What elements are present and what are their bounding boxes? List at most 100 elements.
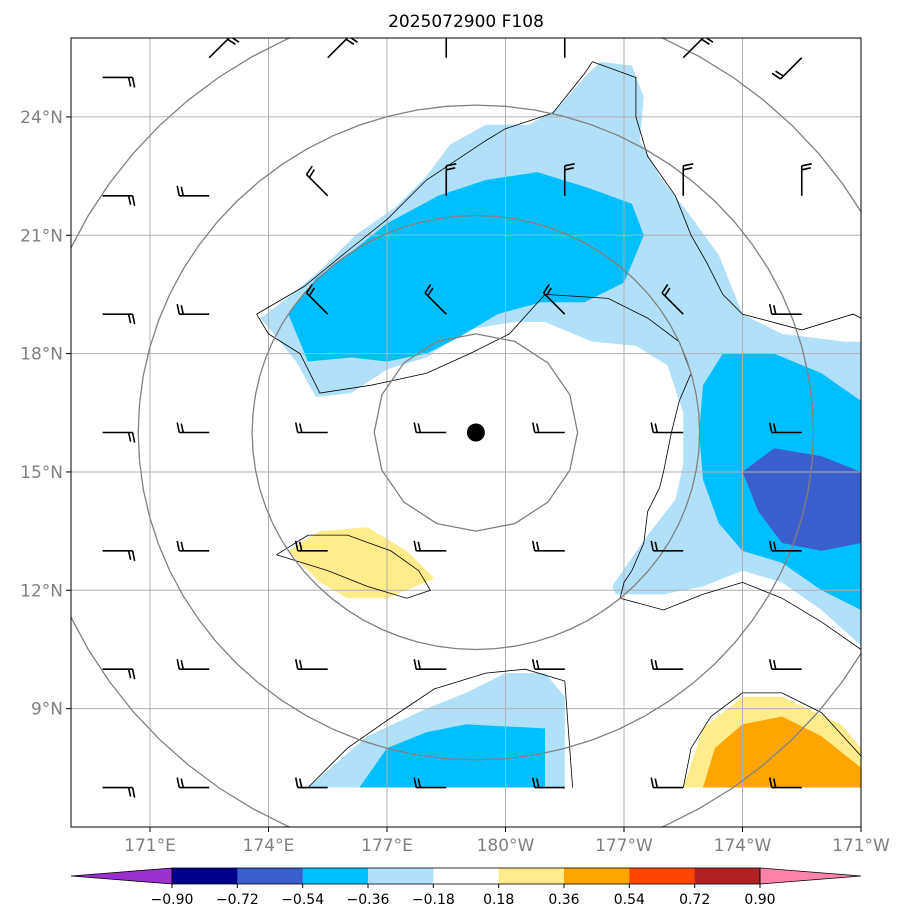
- barb-feather: [127, 432, 132, 442]
- wind-barb: [650, 777, 684, 789]
- barb-feather: [768, 777, 773, 788]
- center-dot: [466, 423, 485, 442]
- wind-barb: [294, 540, 328, 552]
- barb-feather: [701, 38, 710, 45]
- wind-barb: [682, 163, 694, 196]
- barb-feather: [131, 195, 136, 206]
- x-tick-label: 174°E: [243, 836, 295, 856]
- barb-feather: [127, 550, 132, 561]
- barb-feather: [531, 777, 536, 788]
- wind-barb: [650, 540, 684, 552]
- colorbar-tick-label: −0.54: [281, 892, 324, 908]
- wind-barb: [531, 777, 565, 789]
- wind-barb: [768, 303, 802, 315]
- barb-feather: [127, 313, 132, 324]
- colorbar-segment: [564, 868, 630, 884]
- plot-frame: [70, 37, 862, 828]
- colorbar-tick-label: 0.36: [548, 892, 579, 908]
- barb-feather: [424, 284, 432, 294]
- barb-feather: [176, 540, 181, 552]
- colorbar-segment: [694, 868, 761, 884]
- wind-barb: [176, 185, 210, 197]
- barb-feather: [650, 422, 655, 433]
- colorbar-tick-label: 0.54: [614, 892, 645, 908]
- wind-barb: [294, 777, 328, 789]
- wind-barb: [413, 659, 447, 671]
- barb-feather: [542, 284, 550, 294]
- barb-shaft: [542, 292, 566, 315]
- barb-feather: [775, 70, 784, 77]
- wind-barbs: [102, 30, 812, 798]
- wind-barb: [176, 422, 210, 434]
- wind-barb: [208, 38, 240, 59]
- barb-feather: [231, 38, 240, 43]
- x-tick-label: 177°W: [595, 836, 653, 856]
- barb-feather: [294, 540, 299, 552]
- wind-barb: [102, 786, 136, 798]
- x-tick-label: 180°W: [477, 836, 535, 856]
- barb-feather: [661, 284, 669, 294]
- barb-feather: [650, 777, 655, 788]
- wind-barb: [413, 422, 447, 434]
- barb-feather: [180, 186, 185, 196]
- barb-feather: [131, 432, 136, 443]
- wind-barb: [771, 57, 803, 80]
- barb-shaft: [305, 292, 329, 315]
- x-tick-label: 177°E: [361, 836, 413, 856]
- barb-feather: [771, 72, 781, 80]
- wind-barb: [294, 659, 328, 671]
- y-tick-label: 18°N: [20, 345, 63, 365]
- colorbar-frame: [171, 867, 761, 885]
- barb-feather: [298, 778, 303, 788]
- barb-feather: [446, 163, 457, 167]
- wind-barb: [563, 30, 574, 58]
- fill-region-deep-sky-blue: [288, 172, 644, 362]
- colorbar-segment: [172, 868, 238, 884]
- colorbar-segment: [629, 868, 696, 884]
- wind-barb: [650, 659, 684, 671]
- barb-shaft: [327, 38, 349, 59]
- barb-feather: [131, 77, 136, 88]
- barb-feather: [772, 660, 777, 670]
- barb-feather: [127, 669, 132, 679]
- range-ring: [137, 104, 815, 761]
- wind-barb: [176, 777, 210, 789]
- wind-barb: [176, 659, 210, 671]
- contour-line: [682, 692, 861, 788]
- barb-feather: [294, 659, 299, 670]
- colorbar-tick-label: −0.36: [347, 892, 390, 908]
- wind-barb: [102, 76, 136, 88]
- barb-feather: [298, 423, 303, 433]
- y-tick-label: 15°N: [20, 463, 63, 483]
- range-rings: [71, 38, 861, 827]
- barb-shaft: [424, 292, 447, 315]
- colorbar-segment: [433, 868, 500, 884]
- chart-title: 2025072900 F108: [388, 12, 544, 32]
- colorbar-segment: [237, 868, 304, 884]
- range-ring: [71, 38, 861, 827]
- wind-barb: [305, 165, 329, 197]
- barb-feather: [531, 422, 536, 433]
- barb-feather: [349, 38, 358, 43]
- wind-barb: [531, 540, 565, 552]
- wind-barb: [800, 163, 812, 196]
- contour-line: [256, 293, 861, 650]
- barb-feather: [227, 38, 236, 45]
- wind-barb: [327, 38, 358, 59]
- barb-feather: [531, 540, 536, 552]
- barb-feather: [564, 163, 575, 167]
- wind-barb: [682, 38, 714, 59]
- range-ring: [251, 214, 701, 651]
- barb-feather: [176, 303, 181, 315]
- y-tick-label: 9°N: [31, 700, 63, 720]
- colorbar-extend-max: [759, 867, 862, 885]
- barb-feather: [565, 30, 574, 32]
- barb-feather: [683, 163, 694, 167]
- barb-feather: [180, 778, 185, 788]
- contour-line: [276, 534, 431, 599]
- barb-feather: [446, 167, 456, 171]
- colorbar-tick-label: −0.90: [151, 892, 194, 908]
- wind-barb: [413, 540, 447, 552]
- wind-barb: [424, 284, 447, 315]
- barb-feather: [298, 541, 303, 552]
